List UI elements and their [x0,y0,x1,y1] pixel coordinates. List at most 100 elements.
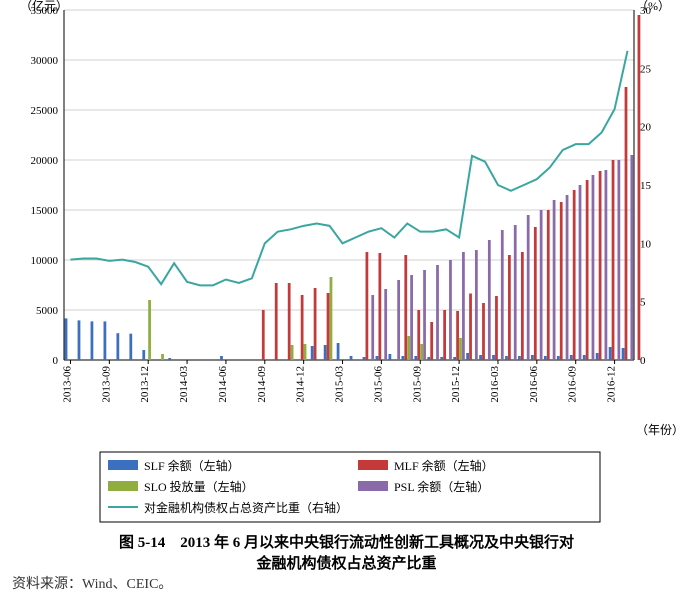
bar-mlf [378,253,381,360]
bar-slf [505,356,508,360]
bar-slf [363,357,366,360]
bar-slf [583,355,586,360]
figure-title: 图 5-14 2013 年 6 月以来中央银行流动性创新工具概况及中央银行对 金… [0,533,693,575]
legend-label-ratio: 对金融机构债权占总资产比重（右轴） [144,500,348,515]
bar-mlf [495,296,498,360]
svg-text:2016-12: 2016-12 [606,366,618,403]
bar-slf [609,347,612,360]
legend-label-mlf: MLF 余额（左轴） [394,458,494,473]
svg-text:2013-09: 2013-09 [100,366,112,403]
bar-slf [570,355,573,360]
bar-psl [488,240,491,360]
svg-text:2015-06: 2015-06 [372,366,384,403]
title-line2: 金融机构债权占总资产比重 [256,556,436,572]
bar-mlf [573,190,576,360]
bar-mlf [327,293,330,360]
bar-psl [449,260,452,360]
bar-slf [622,348,625,360]
bar-slf [492,355,495,360]
bar-psl [475,250,478,360]
svg-text:25: 25 [640,63,652,75]
svg-text:15: 15 [640,180,652,192]
bar-slf [142,350,145,360]
bar-slf [65,318,68,360]
bar-psl [410,275,413,360]
bar-mlf [612,160,615,360]
svg-text:25000: 25000 [31,105,59,117]
bar-slo [420,344,423,360]
bar-slo [148,300,151,360]
bar-slo [330,277,333,360]
bar-mlf [288,283,291,360]
bar-psl [617,160,620,360]
svg-text:15000: 15000 [31,205,59,217]
bar-psl [371,295,374,360]
bar-psl [514,225,517,360]
bar-slf [440,357,443,360]
svg-text:0: 0 [640,355,646,367]
bar-psl [566,195,569,360]
line-ratio [70,51,627,286]
bar-slf [168,358,171,360]
legend-label-slo: SLO 投放量（左轴） [144,479,254,494]
legend-label-slf: SLF 余额（左轴） [144,458,240,473]
bar-mlf [625,87,628,360]
bar-mlf [456,311,459,360]
bar-slf [220,356,223,360]
bar-slf [544,356,547,360]
bar-slf [104,321,107,360]
bar-slf [427,357,430,360]
svg-text:（年份）: （年份） [636,423,684,437]
svg-text:2016-09: 2016-09 [567,366,579,403]
svg-text:20: 20 [640,122,652,134]
bar-slo [304,344,307,360]
bar-mlf [430,322,433,360]
bar-slf [116,333,119,360]
bar-psl [501,230,504,360]
svg-text:5000: 5000 [36,305,59,317]
bar-psl [462,252,465,360]
bar-slf [78,320,81,360]
bar-slo [459,338,462,360]
bar-psl [527,215,530,360]
bar-mlf [560,202,563,360]
source-line: 资料来源：Wind、CEIC。 [12,573,693,593]
bar-slf [453,357,456,360]
bar-mlf [534,227,537,360]
bar-mlf [508,255,511,360]
svg-text:（%）: （%） [636,0,670,13]
bar-mlf [638,15,641,360]
bar-slo [407,336,410,360]
bar-mlf [482,303,485,360]
bar-psl [605,170,608,360]
legend-label-psl: PSL 余额（左轴） [394,479,489,494]
bar-psl [436,265,439,360]
bar-mlf [404,255,407,360]
bar-mlf [262,310,265,360]
bar-slf [466,353,469,360]
bar-mlf [301,295,304,360]
svg-text:5: 5 [640,297,646,309]
svg-text:2016-03: 2016-03 [489,366,501,403]
bar-slf [557,356,560,360]
bar-slo [161,354,164,360]
bar-slo [291,345,294,360]
bar-slf [414,356,417,360]
svg-text:30000: 30000 [31,55,59,67]
svg-text:2015-03: 2015-03 [334,366,346,403]
bar-mlf [586,180,589,360]
svg-text:2013-06: 2013-06 [61,366,73,403]
svg-text:2014-03: 2014-03 [178,366,190,403]
bar-slf [596,353,599,360]
bar-mlf [547,210,550,360]
svg-text:2015-12: 2015-12 [450,366,462,403]
bar-mlf [599,171,602,360]
bar-slf [479,355,482,360]
bar-mlf [521,252,524,360]
svg-text:20000: 20000 [31,155,59,167]
bar-slf [311,346,314,360]
bar-psl [423,270,426,360]
svg-text:10: 10 [640,238,652,250]
svg-text:2016-06: 2016-06 [528,366,540,403]
bar-psl [384,289,387,360]
